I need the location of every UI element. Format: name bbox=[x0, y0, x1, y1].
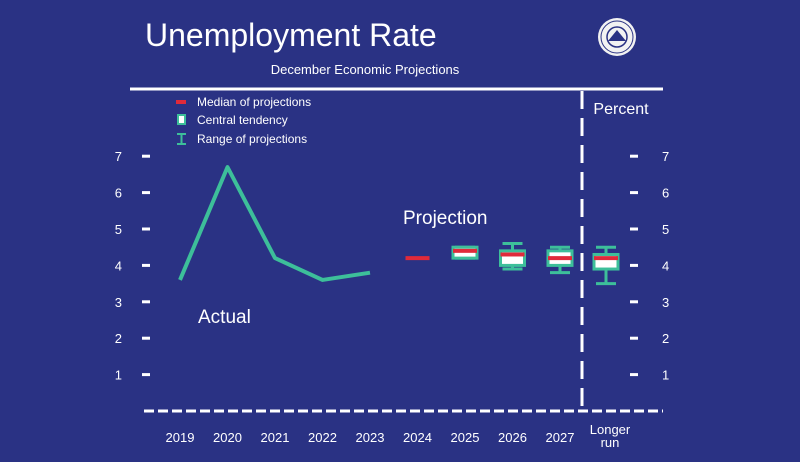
x-tick-label-2024: 2024 bbox=[403, 430, 432, 445]
x-tick-label-longer-run: Longer bbox=[590, 422, 631, 437]
projection-2026 bbox=[499, 242, 526, 271]
median-marker bbox=[453, 248, 477, 253]
x-tick-label-2027: 2027 bbox=[546, 430, 575, 445]
y-tick-label-left: 7 bbox=[115, 149, 122, 164]
legend-central-icon bbox=[177, 114, 186, 125]
fed-seal-icon bbox=[598, 18, 636, 56]
y-tick-label-right: 5 bbox=[662, 222, 669, 237]
x-tick-label-2019: 2019 bbox=[166, 430, 195, 445]
y-tick-label-right: 7 bbox=[662, 149, 669, 164]
x-tick-label-2023: 2023 bbox=[356, 430, 385, 445]
x-tick-label-longer-run: run bbox=[601, 435, 620, 450]
median-marker bbox=[594, 256, 618, 261]
median-marker bbox=[548, 256, 572, 261]
projection-longer-run bbox=[592, 245, 620, 286]
projection-2027 bbox=[546, 245, 574, 275]
y-tick-label-right: 2 bbox=[662, 331, 669, 346]
actual-line bbox=[178, 165, 371, 282]
projection-2025 bbox=[451, 245, 479, 260]
actual-annotation: Actual bbox=[198, 307, 251, 328]
median-marker bbox=[500, 252, 525, 257]
actual-series bbox=[178, 165, 371, 282]
unit-label: Percent bbox=[593, 101, 649, 118]
x-tick-label-2025: 2025 bbox=[451, 430, 480, 445]
y-tick-label-right: 6 bbox=[662, 186, 669, 201]
projection-2024 bbox=[405, 256, 430, 261]
y-tick-label-right: 1 bbox=[662, 368, 669, 383]
x-tick-label-2020: 2020 bbox=[213, 430, 242, 445]
projection-series bbox=[405, 242, 620, 286]
y-tick-label-left: 2 bbox=[115, 331, 122, 346]
projection-annotation: Projection bbox=[403, 208, 488, 229]
y-tick-label-left: 5 bbox=[115, 222, 122, 237]
median-marker bbox=[405, 256, 430, 261]
legend-range-label: Range of projections bbox=[197, 132, 307, 146]
y-tick-label-right: 4 bbox=[662, 258, 669, 273]
legend-central-label: Central tendency bbox=[197, 113, 288, 127]
legend: Median of projections Central tendency R… bbox=[176, 95, 311, 146]
legend-median-icon bbox=[176, 100, 186, 104]
legend-median-label: Median of projections bbox=[197, 95, 311, 109]
plot-frame bbox=[130, 87, 663, 413]
y-tick-label-left: 3 bbox=[115, 295, 122, 310]
chart-title: Unemployment Rate bbox=[145, 17, 437, 53]
x-axis: 2019 2020 2021 2022 2023 2024 2025 2026 2027 Long… bbox=[166, 422, 631, 450]
y-tick-label-left: 6 bbox=[115, 186, 122, 201]
x-tick-label-2026: 2026 bbox=[498, 430, 527, 445]
y-tick-label-left: 4 bbox=[115, 258, 122, 273]
y-tick-label-left: 1 bbox=[115, 368, 122, 383]
x-tick-label-2021: 2021 bbox=[261, 430, 290, 445]
x-tick-label-2022: 2022 bbox=[308, 430, 337, 445]
y-tick-label-right: 3 bbox=[662, 295, 669, 310]
legend-range-icon bbox=[177, 133, 186, 145]
chart-subtitle: December Economic Projections bbox=[271, 62, 460, 77]
y-axis: 1 1 2 2 3 3 4 4 5 5 6 6 7 7 bbox=[115, 149, 669, 382]
